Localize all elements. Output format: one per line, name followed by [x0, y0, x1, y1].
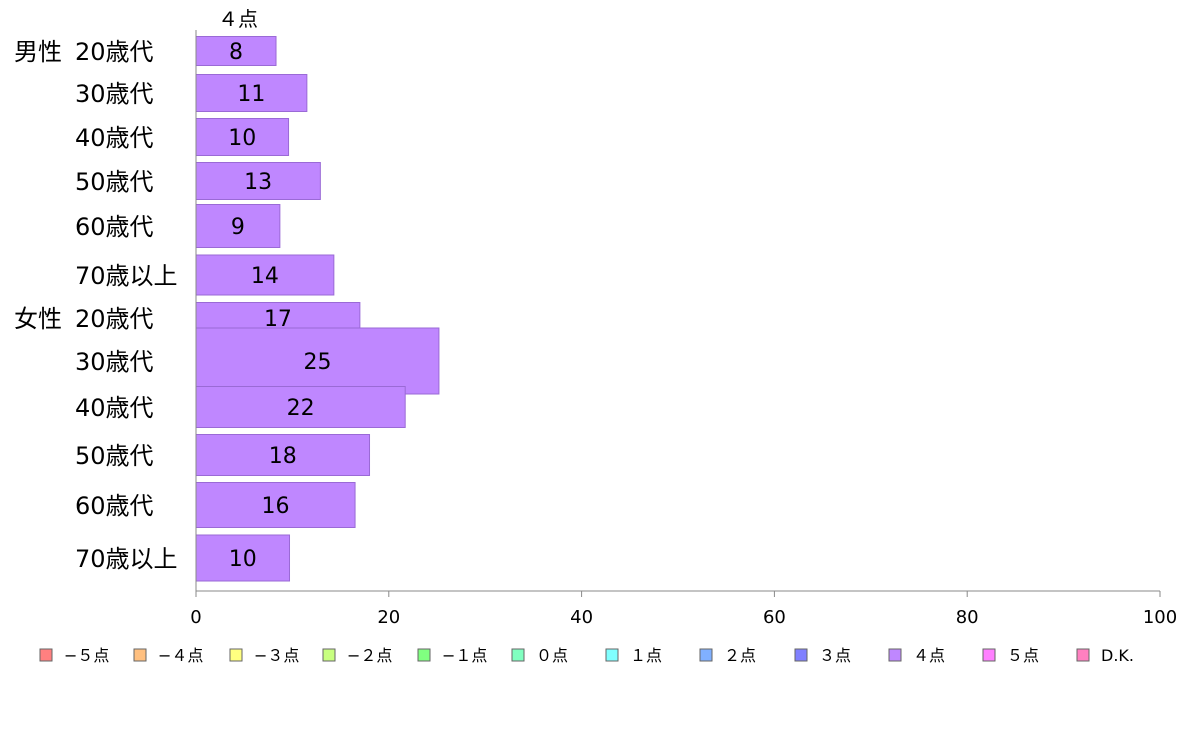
x-tick-label: 0: [190, 607, 201, 628]
legend-label: −５点: [64, 646, 109, 665]
legend-swatch: [39, 648, 53, 662]
bar-value-label: 16: [262, 494, 290, 519]
legend-swatch: [229, 648, 243, 662]
row-label: 20歳代: [75, 38, 154, 66]
legend-label: ４点: [913, 646, 945, 665]
legend-swatch: [888, 648, 902, 662]
legend-swatch: [794, 648, 808, 662]
group-label: 女性: [14, 305, 62, 333]
row-label: 30歳代: [75, 348, 154, 376]
legend-label: −４点: [158, 646, 203, 665]
bar: [195, 36, 277, 66]
bar-value-label: 25: [303, 350, 331, 375]
row-label: 70歳以上: [75, 262, 178, 290]
x-tick-label: 100: [1143, 607, 1177, 628]
x-tick-label: 60: [763, 607, 786, 628]
legend-label: ０点: [536, 646, 568, 665]
row-label: 60歳代: [75, 213, 154, 241]
bar-value-label: 18: [269, 444, 297, 469]
x-axis: 0 20 40 60 80 100: [190, 30, 1177, 628]
bar-value-label: 22: [287, 396, 315, 421]
bar: [195, 74, 308, 112]
row-label: 20歳代: [75, 305, 154, 333]
legend-label: ２点: [724, 646, 756, 665]
legend-label: −２点: [347, 646, 392, 665]
bar-value-label: 10: [229, 547, 257, 572]
row-labels: 20歳代 30歳代 40歳代 50歳代 60歳代 70歳以上 20歳代 30歳代 40歳代 50歳…: [75, 38, 178, 573]
legend-swatch: [511, 648, 525, 662]
legend-label: −３点: [254, 646, 299, 665]
bar-value-label: 10: [228, 126, 256, 151]
bar: [195, 162, 321, 200]
legend-label: １点: [630, 646, 662, 665]
bar: [195, 204, 281, 248]
row-label: 40歳代: [75, 124, 154, 152]
row-label: 70歳以上: [75, 545, 178, 573]
bar-value-label: 8: [229, 40, 243, 65]
legend-label: D.K.: [1101, 646, 1134, 665]
legend-swatch: [1076, 648, 1090, 662]
bar-value-label: 9: [231, 215, 245, 240]
row-label: 50歳代: [75, 442, 154, 470]
row-label: 30歳代: [75, 80, 154, 108]
x-tick-label: 80: [956, 607, 979, 628]
bar: [195, 534, 291, 582]
bar: [195, 482, 356, 528]
x-tick-label: 20: [377, 607, 400, 628]
legend-swatch: [605, 648, 619, 662]
legend-swatch: [322, 648, 336, 662]
legend-swatch: [699, 648, 713, 662]
series-name-label: ４点: [218, 7, 258, 31]
legend-label: ３点: [819, 646, 851, 665]
legend-swatch: [982, 648, 996, 662]
legend: −５点 −４点 −３点 −２点 −１点 ０点 １点 ２点 ３点 ４点 ５点 D.K.: [39, 646, 1134, 665]
x-tick-label: 40: [570, 607, 593, 628]
legend-label: ５点: [1007, 646, 1039, 665]
bar-value-label: 11: [237, 82, 265, 107]
row-label: 60歳代: [75, 492, 154, 520]
legend-swatch: [417, 648, 431, 662]
bar: [195, 434, 371, 476]
row-label: 50歳代: [75, 168, 154, 196]
group-label: 男性: [14, 38, 62, 66]
bar-value-label: 13: [244, 170, 272, 195]
row-label: 40歳代: [75, 394, 154, 422]
legend-label: −１点: [442, 646, 487, 665]
legend-swatch: [133, 648, 147, 662]
bar: [195, 118, 290, 156]
bar-value-label: 14: [251, 264, 279, 289]
